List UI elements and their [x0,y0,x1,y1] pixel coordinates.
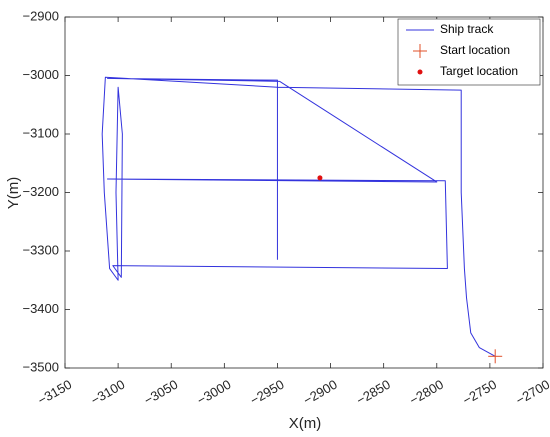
ship-track [101,76,496,357]
y-tick-label: −3100 [22,125,59,140]
x-tick-label: −3100 [88,377,127,408]
x-tick-label: −3150 [35,377,74,408]
y-tick-label: −3200 [22,184,59,199]
y-tick-label: −3400 [22,301,59,316]
x-tick-label: −3000 [194,377,233,408]
x-tick-label: −3050 [141,377,180,408]
legend-label: Target location [440,64,518,78]
x-tick-label: −2800 [407,377,446,408]
x-axis-label: X(m) [289,415,322,432]
legend-label: Start location [440,43,510,57]
y-tick-label: −3500 [22,359,59,374]
x-tick-label: −2850 [354,377,393,408]
x-tick-label: −2900 [301,377,340,408]
legend-swatch [413,44,427,58]
legend-box [397,18,541,86]
y-tick-label: −2900 [22,8,59,23]
y-tick-label: −3300 [22,242,59,257]
x-tick-label: −2950 [248,377,287,408]
y-tick-label: −3000 [22,67,59,82]
x-tick-label: −2700 [513,377,550,408]
legend-label: Ship track [440,22,494,36]
marker [317,175,323,181]
y-axis-label: Y(m) [5,177,22,210]
marker [488,349,503,364]
x-tick-label: −2750 [460,377,499,408]
legend-swatch [417,69,423,75]
legend: Ship track Start location Target location [397,18,541,86]
